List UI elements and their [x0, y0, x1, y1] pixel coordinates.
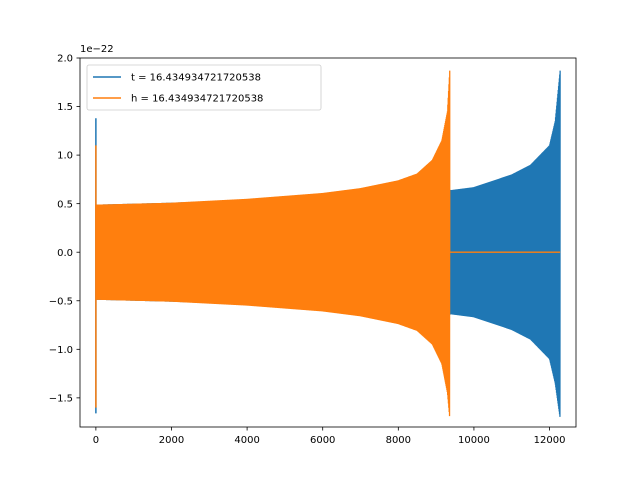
x-tick-label: 2000 [159, 435, 184, 446]
y-tick-label: 1.0 [57, 151, 73, 162]
axes: 0 2000 4000 6000 8000 10000 12000 −1.5 −1.0 −0.5 0… [49, 54, 577, 446]
plot-series-group [95, 70, 561, 417]
x-tick-label: 0 [93, 435, 99, 446]
y-tick-label: −0.5 [49, 296, 73, 307]
legend-label-series-2: h = 16.434934721720538 [131, 94, 263, 105]
y-tick-label: −1.0 [49, 345, 73, 356]
x-tick-label: 10000 [458, 435, 490, 446]
y-tick-label: −1.5 [49, 393, 73, 404]
x-tick-label: 6000 [310, 435, 335, 446]
y-tick-label: 2.0 [57, 54, 73, 65]
legend-label-series-1: t = 16.434934721720538 [131, 73, 261, 84]
y-offset-label: 1e−22 [80, 44, 114, 55]
y-tick-label: 0.5 [57, 199, 73, 210]
legend: t = 16.434934721720538 h = 16.4349347217… [86, 64, 322, 111]
y-tick-label: 0.0 [57, 248, 73, 259]
y-tick-label: 1.5 [57, 102, 73, 113]
plot-area [95, 70, 561, 417]
x-tick-label: 8000 [386, 435, 411, 446]
legend-frame [86, 64, 322, 111]
series-2-line [95, 70, 561, 417]
x-tick-label: 4000 [234, 435, 259, 446]
axes-frame [79, 57, 577, 428]
x-tick-label: 12000 [534, 435, 566, 446]
